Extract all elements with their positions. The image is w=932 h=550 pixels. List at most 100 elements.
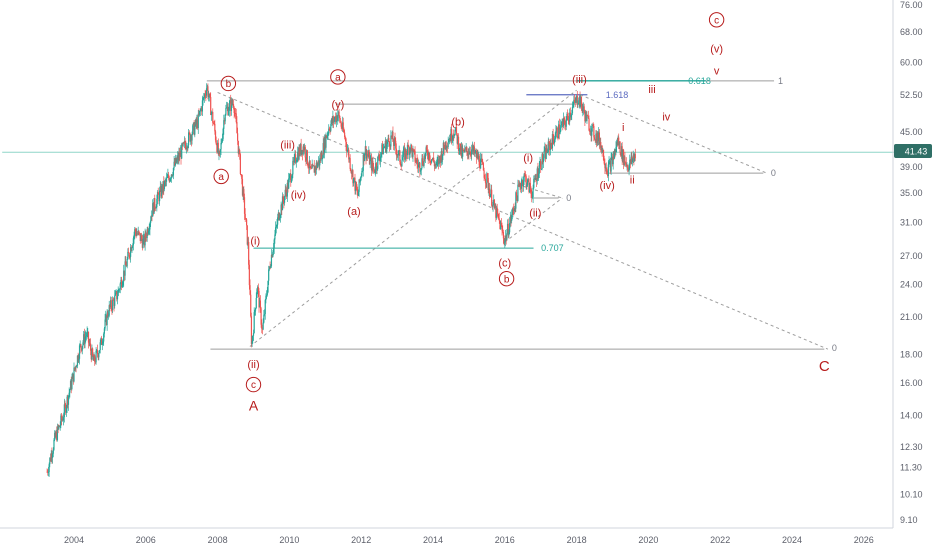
- candle-body: [472, 145, 474, 152]
- candle-body: [237, 140, 239, 154]
- candle-body: [308, 167, 310, 169]
- candle-body: [405, 149, 407, 155]
- wave-label: (v): [710, 44, 723, 56]
- candle-body: [59, 425, 61, 427]
- candle-body: [248, 241, 250, 265]
- candle-body: [208, 93, 210, 97]
- candle-body: [216, 144, 218, 153]
- candle-body: [158, 194, 160, 202]
- candle-body: [273, 239, 275, 249]
- candle-body: [554, 137, 556, 140]
- candle-body: [618, 141, 621, 145]
- candle-body: [101, 338, 103, 345]
- wave-label-circle: [220, 75, 237, 92]
- candle-body: [90, 350, 92, 360]
- candle-body: [380, 152, 382, 157]
- candle-body: [542, 154, 544, 163]
- candle-body: [128, 253, 130, 257]
- candle-body: [121, 279, 123, 288]
- candle-body: [346, 145, 348, 152]
- candle-body: [174, 157, 177, 166]
- candle-body: [176, 155, 179, 160]
- candle-body: [75, 366, 77, 368]
- candle-body: [292, 160, 294, 175]
- candle-body: [259, 300, 261, 308]
- candle-body: [509, 216, 511, 224]
- candle-body: [493, 199, 496, 208]
- candle-body: [290, 174, 292, 183]
- candle-body: [475, 150, 477, 153]
- candle-body: [179, 150, 181, 157]
- candle-body: [385, 140, 387, 152]
- candle-body: [55, 431, 57, 438]
- candle-body: [130, 247, 132, 257]
- candle-body: [254, 310, 256, 313]
- candle-body: [366, 153, 369, 156]
- fib-label: 1: [778, 76, 783, 86]
- candle-body: [459, 143, 461, 151]
- candle-body: [456, 133, 458, 144]
- candle-body: [183, 141, 186, 144]
- x-tick-label: 2010: [279, 535, 299, 545]
- candle-body: [272, 251, 274, 258]
- candle-body: [609, 161, 612, 172]
- candle-body: [196, 119, 198, 125]
- candle-body: [205, 88, 208, 96]
- y-tick-label: 68.00: [900, 27, 923, 37]
- candle-body: [237, 133, 239, 141]
- candle-body: [452, 135, 454, 140]
- candle-body: [369, 158, 371, 165]
- candle-body: [318, 160, 320, 166]
- candle-body: [509, 223, 511, 233]
- candles: [46, 83, 636, 477]
- candle-body: [257, 286, 259, 290]
- candle-body: [493, 199, 495, 202]
- candle-body: [295, 154, 297, 163]
- candle-body: [519, 182, 521, 187]
- candle-body: [415, 161, 417, 163]
- fib-label: 0.707: [541, 243, 564, 253]
- candle-body: [605, 167, 607, 172]
- candle-body: [577, 103, 579, 105]
- candle-body: [576, 95, 578, 105]
- candle-body: [518, 182, 520, 186]
- candle-body: [131, 247, 133, 252]
- candle-body: [370, 157, 372, 159]
- candle-body: [482, 163, 484, 171]
- candle-body: [544, 148, 546, 151]
- candle-body: [155, 207, 157, 209]
- candle-body: [301, 150, 303, 155]
- candle-body: [163, 181, 165, 190]
- candle-body: [383, 147, 385, 149]
- candle-body: [572, 104, 574, 107]
- candle-body: [81, 345, 83, 351]
- candle-body: [275, 225, 277, 228]
- candle-body: [156, 191, 159, 199]
- candle-body: [202, 97, 204, 101]
- candle-body: [256, 289, 258, 298]
- x-axis-ticks: 2004 2006 2008 2010 2012 2014 2016 2018 2020 2022…: [64, 535, 874, 545]
- candle-body: [215, 140, 217, 145]
- candle-body: [317, 163, 319, 168]
- candle-body: [56, 431, 58, 441]
- candle-body: [350, 171, 353, 174]
- candle-body: [529, 183, 531, 192]
- wave-label: A: [249, 397, 259, 413]
- y-tick-label: 31.00: [900, 218, 923, 228]
- candle-body: [497, 213, 499, 215]
- candle-body: [350, 168, 352, 172]
- candle-body: [377, 155, 380, 157]
- candle-body: [492, 201, 494, 207]
- candle-body: [616, 142, 618, 146]
- candle-body: [192, 125, 194, 135]
- candle-body: [563, 117, 565, 120]
- candle-body: [423, 156, 425, 166]
- candle-body: [278, 212, 280, 220]
- candle-body: [443, 142, 445, 148]
- candle-body: [98, 350, 101, 354]
- candle-body: [458, 150, 460, 151]
- candle-body: [391, 131, 393, 137]
- wave-label: c: [714, 15, 719, 26]
- candle-body: [542, 158, 545, 163]
